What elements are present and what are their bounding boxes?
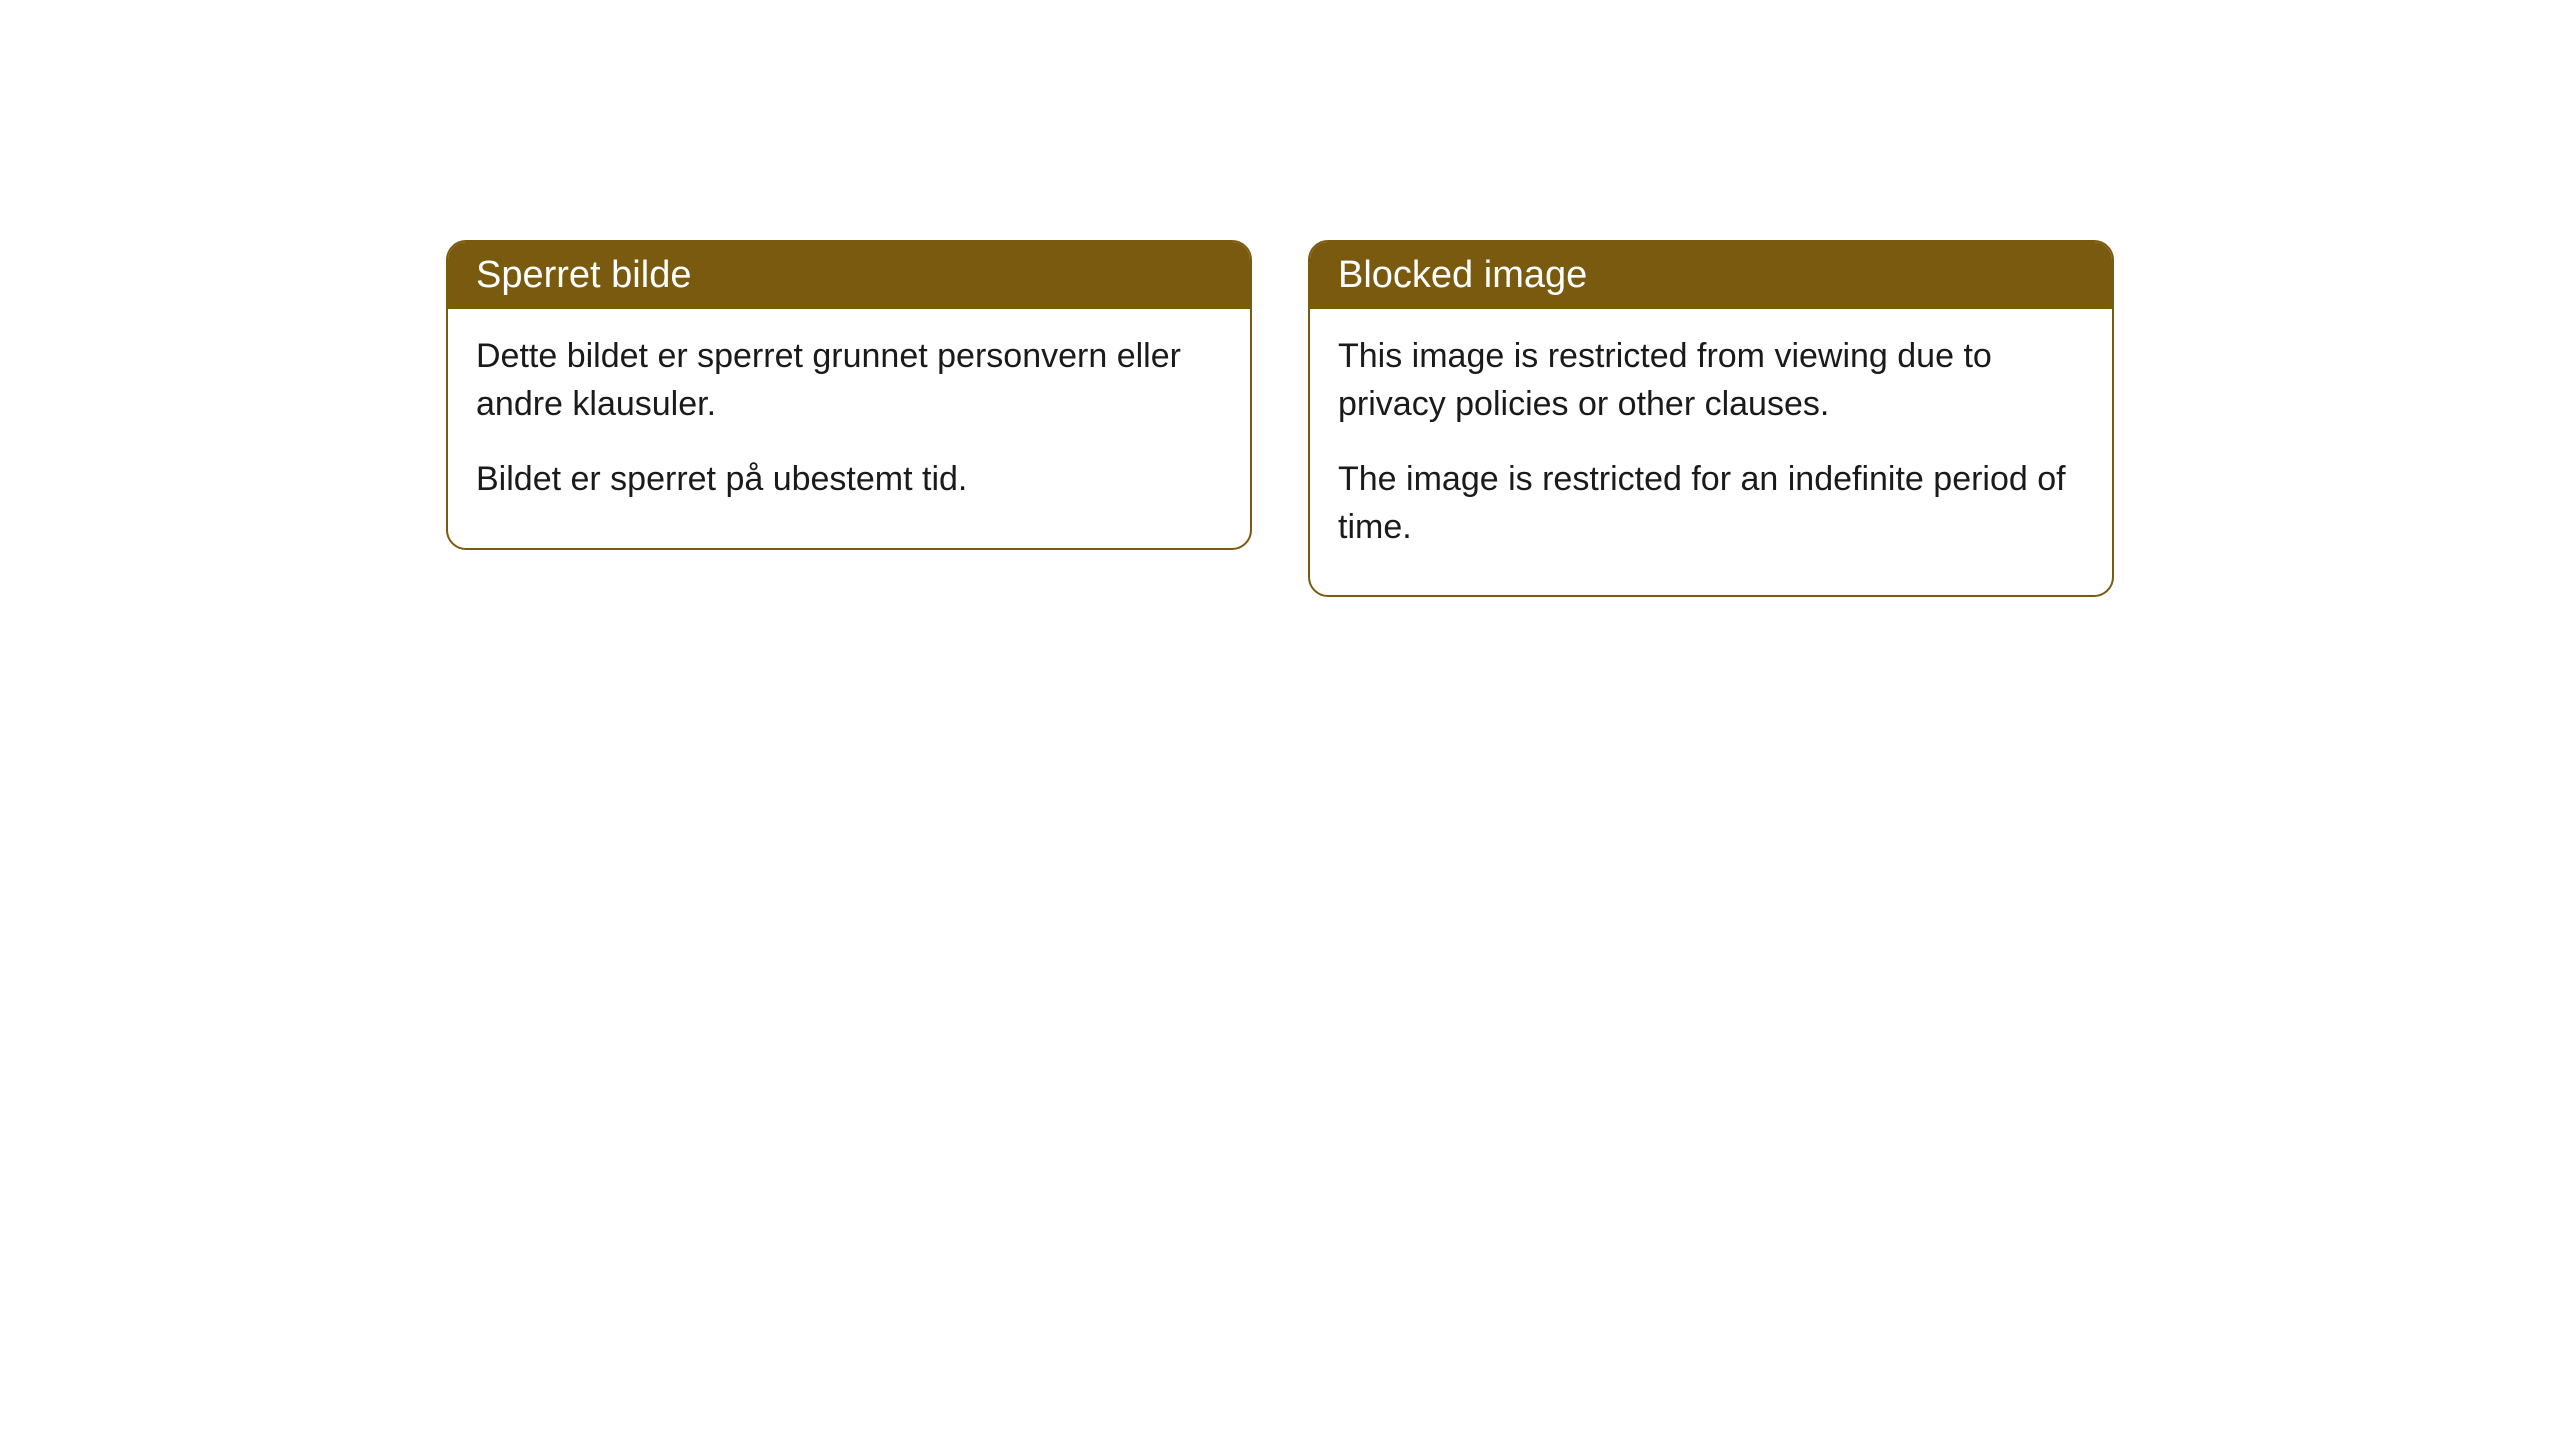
notice-cards-container: Sperret bilde Dette bildet er sperret gr… — [446, 240, 2114, 1440]
blocked-image-card-english: Blocked image This image is restricted f… — [1308, 240, 2114, 597]
card-paragraph: The image is restricted for an indefinit… — [1338, 456, 2084, 551]
card-header: Blocked image — [1310, 242, 2112, 309]
card-body: Dette bildet er sperret grunnet personve… — [448, 309, 1250, 548]
card-paragraph: Dette bildet er sperret grunnet personve… — [476, 333, 1222, 428]
card-paragraph: Bildet er sperret på ubestemt tid. — [476, 456, 1222, 504]
card-title: Sperret bilde — [476, 254, 691, 296]
card-paragraph: This image is restricted from viewing du… — [1338, 333, 2084, 428]
card-title: Blocked image — [1338, 254, 1587, 296]
card-body: This image is restricted from viewing du… — [1310, 309, 2112, 595]
blocked-image-card-norwegian: Sperret bilde Dette bildet er sperret gr… — [446, 240, 1252, 550]
card-header: Sperret bilde — [448, 242, 1250, 309]
